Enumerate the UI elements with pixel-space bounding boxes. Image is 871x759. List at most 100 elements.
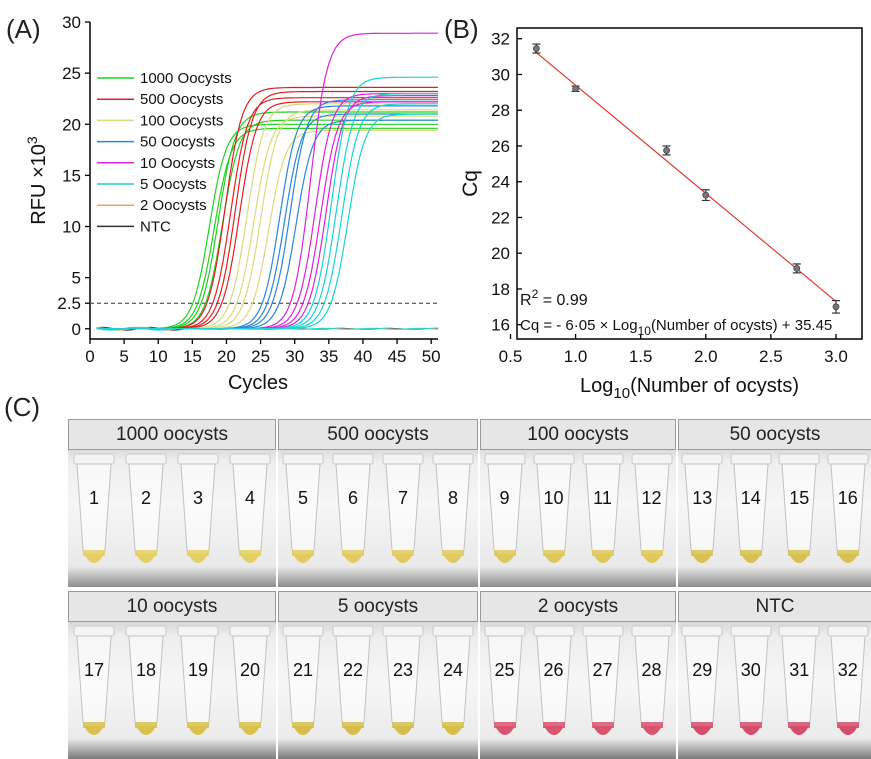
x-tick-label: 40: [353, 347, 372, 366]
tube-photo: 29 30 31 32: [678, 622, 871, 759]
tube-group: 2 oocysts 25 26 27 28: [480, 591, 676, 759]
sample-tube: 30: [730, 622, 772, 750]
tube-number: 24: [442, 660, 464, 680]
tube-number: 10: [543, 488, 564, 508]
x-tick-label: 0.5: [499, 347, 523, 366]
tube-group-header: 100 oocysts: [480, 419, 676, 450]
panel-c-label: (C): [4, 392, 41, 422]
data-point: [832, 303, 840, 311]
tube-number: 14: [740, 488, 761, 508]
sample-tube: 20: [229, 622, 271, 750]
sample-tube: 11: [582, 450, 624, 578]
tube-number: 22: [342, 660, 364, 680]
legend-label: 10 Oocysts: [140, 155, 215, 172]
sample-tube: 19: [177, 622, 219, 750]
y-tick-label: 20: [491, 244, 510, 263]
sample-tube: 12: [631, 450, 673, 578]
y-axis-title: RFU ×103: [24, 136, 50, 225]
y-tick-label: 22: [491, 208, 510, 227]
sample-tube: 18: [125, 622, 167, 750]
tube-group: 10 oocysts 17 18 19 20: [68, 591, 276, 759]
tube-group: 100 oocysts 9 10 11 12: [480, 419, 676, 587]
tube-number: 7: [397, 488, 408, 508]
sample-tube: 1: [73, 450, 115, 578]
data-point: [572, 85, 579, 93]
tube-photo-row-2: 10 oocysts 17 18 19 20 5 oocysts 21 22 23 24 2 ooc…: [68, 591, 871, 759]
sample-tube: 10: [533, 450, 575, 578]
legend-label: NTC: [140, 218, 171, 235]
y-tick-label: 20: [62, 115, 81, 134]
y-tick-label: 2.5: [57, 294, 81, 313]
tube-group-header: NTC: [678, 591, 871, 622]
plot-frame: [516, 27, 863, 340]
sample-tube: 4: [229, 450, 271, 578]
data-point: [532, 45, 540, 52]
x-tick-label: 25: [251, 347, 270, 366]
tube-group-header: 50 oocysts: [678, 419, 871, 450]
tube-number: 20: [239, 660, 261, 680]
tube-number: 4: [244, 488, 255, 508]
tube-photo: 13 14 15 16: [678, 450, 871, 587]
sample-tube: 2: [125, 450, 167, 578]
x-tick-label: 35: [319, 347, 338, 366]
sample-tube: 8: [432, 450, 474, 578]
tube-group-header: 500 oocysts: [278, 419, 478, 450]
y-tick-label: 5: [72, 269, 81, 288]
tube-photo: 21 22 23 24: [278, 622, 478, 759]
sample-tube: 14: [730, 450, 772, 578]
tube-number: 17: [83, 660, 105, 680]
tube-number: 3: [192, 488, 203, 508]
tube-group-header: 5 oocysts: [278, 591, 478, 622]
y-axis-title: Cq: [459, 170, 482, 197]
standard-curve-chart: (B) 16 18 20 22 24 26 28 30 32 0.5 1.0 1.5 2.0 2.5 3.0 C…: [444, 14, 863, 400]
sample-tube: 13: [681, 450, 723, 578]
y-tick-label: 10: [62, 218, 81, 237]
y-tick-label: 28: [491, 101, 510, 120]
sample-tube: 31: [778, 622, 820, 750]
data-point: [663, 147, 670, 154]
tube-photo: 9 10 11 12: [480, 450, 676, 587]
tube-photo: 1 2 3 4: [68, 450, 276, 587]
tube-number: 12: [641, 488, 662, 508]
tube-number: 25: [494, 660, 515, 680]
y-tick-label: 18: [491, 280, 510, 299]
tube-number: 30: [740, 660, 761, 680]
y-tick-label: 32: [491, 30, 510, 49]
sample-tube: 26: [533, 622, 575, 750]
tube-number: 13: [692, 488, 713, 508]
x-tick-label: 20: [217, 347, 236, 366]
sample-tube: 5: [282, 450, 324, 578]
y-tick-label: 26: [491, 137, 510, 156]
legend-label: 50 Oocysts: [140, 134, 215, 151]
tube-group: 500 oocysts 5 6 7 8: [278, 419, 478, 587]
x-tick-label: 10: [149, 347, 168, 366]
tube-number: 5: [297, 488, 308, 508]
sample-tube: 15: [778, 450, 820, 578]
sample-tube: 22: [332, 622, 374, 750]
tube-number: 26: [543, 660, 564, 680]
panel-a-label: (A): [6, 14, 41, 44]
sample-tube: 16: [827, 450, 869, 578]
tube-group: 50 oocysts 13 14 15 16: [678, 419, 871, 587]
tube-number: 16: [837, 488, 858, 508]
amplification-chart: (A) 0 2.5 5 10 15 20 25 30 0 5 10 15 20 25 30 35 40 45 50 Cy…: [6, 13, 440, 394]
tube-number: 21: [292, 660, 314, 680]
tube-number: 8: [447, 488, 458, 508]
y-tick-label: 25: [62, 64, 81, 83]
tube-group-header: 10 oocysts: [68, 591, 276, 622]
sample-tube: 24: [432, 622, 474, 750]
tube-number: 2: [140, 488, 151, 508]
x-axis-title: Log10(Number of ocysts): [580, 375, 799, 400]
tube-number: 19: [187, 660, 209, 680]
x-tick-label: 30: [285, 347, 304, 366]
regression-equation: Cq = - 6·05 × Log10(Number of ocysts) + …: [520, 317, 832, 338]
data-point: [793, 264, 801, 272]
x-tick-label: 5: [119, 347, 128, 366]
x-tick-label: 3.0: [824, 347, 848, 366]
x-tick-label: 2.5: [759, 347, 783, 366]
x-tick-label: 2.0: [694, 347, 718, 366]
sample-tube: 28: [631, 622, 673, 750]
tube-group: 5 oocysts 21 22 23 24: [278, 591, 478, 759]
sample-tube: 29: [681, 622, 723, 750]
tube-number: 6: [347, 488, 358, 508]
